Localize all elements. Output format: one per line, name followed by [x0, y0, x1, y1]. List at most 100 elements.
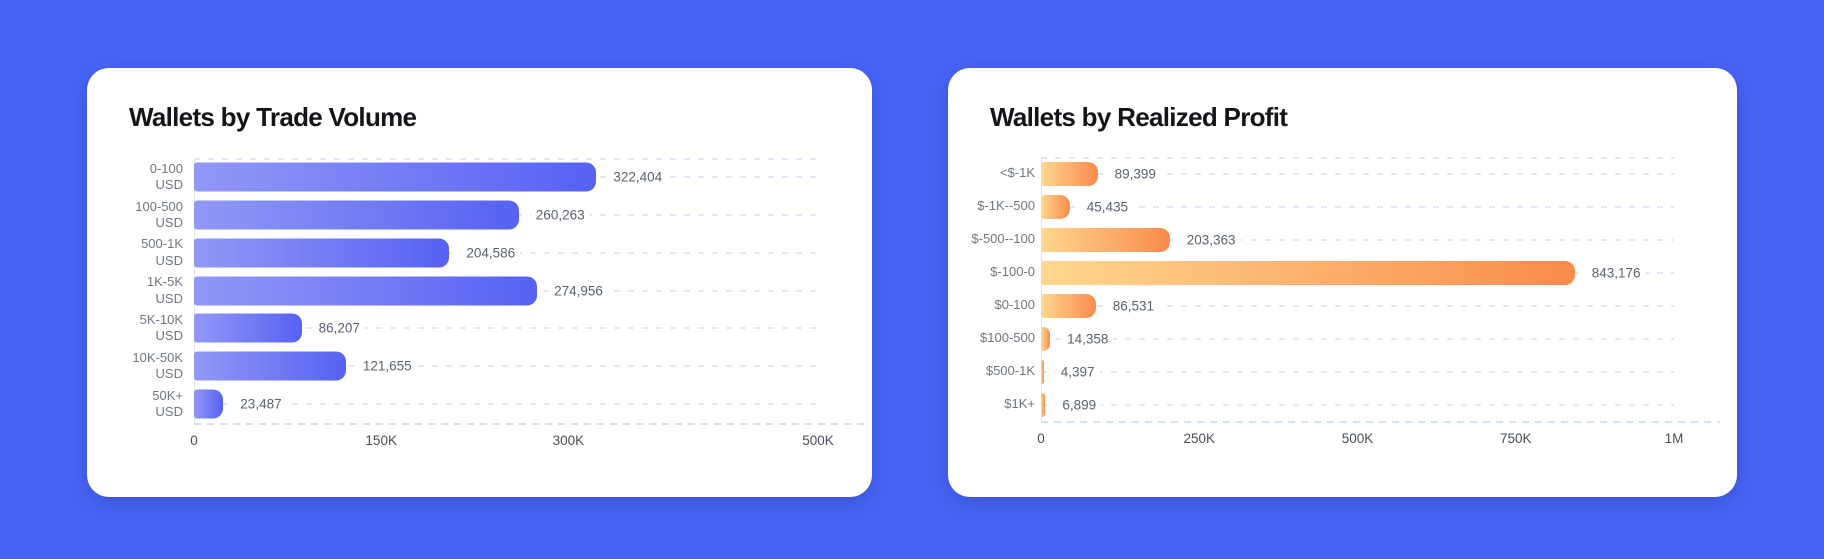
value-label: 23,487 — [235, 394, 287, 414]
bar — [1041, 161, 1098, 186]
bar — [1041, 392, 1046, 417]
x-axis-ticks: 0 150K 300K 500K — [190, 433, 834, 451]
bar — [194, 389, 224, 419]
bar-row: $100-500 14,358 — [948, 322, 1737, 355]
bar-row: 50K+ USD 23,487 — [87, 385, 872, 423]
bar-row: $500-1K 4,397 — [948, 355, 1737, 388]
row-gridline — [194, 365, 818, 368]
row-gridline — [1041, 403, 1674, 406]
category-label: $-100-0 — [990, 264, 1035, 280]
bar-track: 4,397 — [1041, 355, 1674, 388]
bar — [194, 313, 302, 343]
row-gridline — [1041, 205, 1674, 208]
bar — [1041, 227, 1170, 252]
bar-track: 322,404 — [194, 158, 818, 196]
bar-row: $-500--100 203,363 — [948, 223, 1737, 256]
category-label: <$-1K — [999, 165, 1035, 181]
bar-track: 274,956 — [194, 272, 818, 310]
bar-row: 500-1K USD 204,586 — [87, 234, 872, 272]
bar-track: 45,435 — [1041, 190, 1674, 223]
bar-track: 86,207 — [194, 309, 818, 347]
bar-row: 5K-10K USD 86,207 — [87, 309, 872, 347]
plot-top-gridline — [1041, 157, 1674, 159]
value-label: 843,176 — [1586, 263, 1646, 282]
category-label: $0-100 — [994, 297, 1035, 313]
chart-title-realized-profit: Wallets by Realized Profit — [990, 102, 1288, 132]
bar-track: 23,487 — [194, 385, 818, 423]
bar-track: 203,363 — [1041, 223, 1674, 256]
y-axis-line — [1041, 157, 1042, 422]
value-label: 6,899 — [1057, 395, 1102, 414]
bar — [1041, 293, 1096, 318]
value-label: 4,397 — [1055, 362, 1100, 381]
bar — [194, 162, 597, 192]
value-label: 45,435 — [1081, 197, 1134, 216]
bar — [1041, 194, 1070, 219]
x-tick-label: 250K — [1183, 431, 1216, 446]
category-label: 0-100 USD — [149, 160, 183, 192]
plot-top-gridline — [194, 158, 818, 160]
trade-volume-card: Wallets by Trade Volume 0-100 USD 322,404… — [87, 68, 872, 497]
value-label: 274,956 — [549, 281, 608, 300]
category-label: $1K+ — [1004, 396, 1035, 412]
bar — [1041, 359, 1044, 384]
category-label: 500-1K USD — [141, 236, 183, 268]
category-label: $500-1K — [985, 363, 1035, 379]
bar-row: $0-100 86,531 — [948, 289, 1737, 322]
bar-row: 1K-5K USD 274,956 — [87, 272, 872, 310]
bar-row: 100-500 USD 260,263 — [87, 196, 872, 234]
bar-row: $-100-0 843,176 — [948, 256, 1737, 289]
bar-row: <$-1K 89,399 — [948, 157, 1737, 190]
bar — [1041, 326, 1051, 351]
bar-track: 14,358 — [1041, 322, 1674, 355]
bar-row: $-1K--500 45,435 — [948, 190, 1737, 223]
category-label: $-500--100 — [971, 231, 1035, 247]
chart-title-trade-volume: Wallets by Trade Volume — [129, 102, 417, 132]
x-tick-label: 500K — [802, 433, 834, 448]
bar-track: 843,176 — [1041, 256, 1674, 289]
value-label: 204,586 — [461, 243, 521, 263]
x-axis-ticks: 0 250K 500K 750K 1M — [1037, 431, 1683, 449]
row-gridline — [1041, 337, 1674, 340]
value-label: 203,363 — [1181, 230, 1241, 249]
value-label: 89,399 — [1109, 164, 1161, 183]
bar — [194, 351, 346, 381]
x-tick-label: 0 — [1037, 431, 1045, 446]
bar-track: 204,586 — [194, 234, 818, 272]
bar — [194, 276, 538, 305]
x-tick-label: 750K — [1499, 431, 1532, 446]
row-gridline — [1041, 370, 1674, 373]
realized-profit-card: Wallets by Realized Profit <$-1K 89,399 $-… — [948, 68, 1737, 497]
category-label: 50K+ USD — [152, 387, 183, 420]
x-tick-label: 150K — [365, 433, 397, 448]
bar-row: 0-100 USD 322,404 — [87, 158, 872, 196]
row-gridline — [1041, 304, 1674, 307]
row-gridline — [194, 327, 818, 330]
bar-track: 86,531 — [1041, 289, 1674, 322]
bar — [194, 200, 519, 230]
value-label: 121,655 — [357, 356, 417, 376]
bar — [194, 238, 450, 268]
x-tick-label: 1M — [1664, 431, 1684, 446]
x-tick-label: 300K — [552, 433, 585, 448]
bar — [1041, 260, 1575, 285]
category-label: $100-500 — [980, 330, 1035, 346]
bar-rows: 0-100 USD 322,404 100-500 USD 260,263 500-1K… — [87, 158, 872, 423]
value-label: 86,531 — [1107, 296, 1160, 315]
bar-track: 121,655 — [194, 347, 818, 385]
x-axis-line — [194, 423, 864, 425]
bar-row: 10K-50K USD 121,655 — [87, 347, 872, 385]
row-gridline — [1041, 238, 1674, 241]
category-label: 1K-5K USD — [146, 274, 183, 306]
bar-row: $1K+ 6,899 — [948, 388, 1737, 421]
bar-track: 89,399 — [1041, 157, 1674, 190]
bar-track: 6,899 — [1041, 388, 1674, 421]
x-axis-line — [1041, 421, 1720, 423]
value-label: 322,404 — [608, 167, 668, 187]
value-label: 260,263 — [530, 205, 590, 225]
category-label: 10K-50K USD — [132, 349, 183, 382]
bar-track: 260,263 — [194, 196, 818, 234]
value-label: 86,207 — [313, 318, 365, 338]
bar-rows: <$-1K 89,399 $-1K--500 45,435 $-500--100 203,… — [948, 157, 1737, 421]
